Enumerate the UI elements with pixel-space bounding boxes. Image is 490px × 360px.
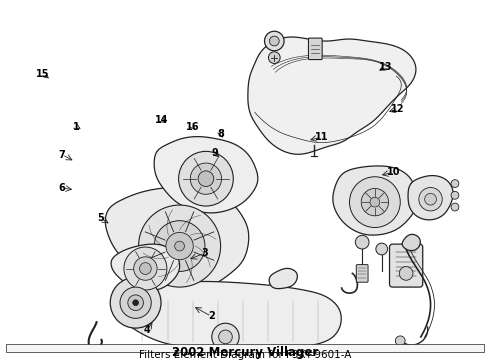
Text: 3: 3	[201, 248, 208, 258]
Circle shape	[370, 197, 380, 207]
Text: Filters Element Diagram for F3XY-9601-A: Filters Element Diagram for F3XY-9601-A	[139, 350, 351, 360]
Circle shape	[133, 300, 139, 306]
Circle shape	[190, 163, 221, 194]
Text: 1: 1	[73, 122, 80, 131]
Circle shape	[175, 241, 184, 251]
Polygon shape	[402, 234, 420, 251]
Circle shape	[451, 180, 459, 188]
Text: 4: 4	[144, 325, 150, 336]
Circle shape	[376, 243, 388, 255]
Text: 2: 2	[208, 311, 215, 321]
Text: 6: 6	[59, 183, 66, 193]
Circle shape	[128, 295, 144, 311]
Polygon shape	[154, 136, 258, 213]
Text: 9: 9	[212, 148, 219, 158]
Circle shape	[219, 330, 232, 344]
Circle shape	[178, 151, 233, 206]
Circle shape	[451, 203, 459, 211]
FancyBboxPatch shape	[356, 265, 368, 282]
Circle shape	[270, 36, 279, 46]
Circle shape	[419, 188, 442, 211]
Circle shape	[269, 52, 280, 63]
FancyBboxPatch shape	[390, 244, 423, 287]
Text: 5: 5	[97, 213, 104, 223]
Circle shape	[154, 221, 205, 271]
Circle shape	[425, 193, 437, 205]
Circle shape	[265, 31, 284, 51]
Circle shape	[395, 336, 405, 346]
Text: 8: 8	[218, 129, 224, 139]
Circle shape	[399, 267, 413, 280]
Circle shape	[349, 177, 400, 228]
FancyBboxPatch shape	[309, 38, 322, 59]
Polygon shape	[105, 188, 249, 289]
Circle shape	[120, 287, 151, 318]
Text: 12: 12	[392, 104, 405, 114]
Text: 14: 14	[154, 114, 168, 125]
Circle shape	[166, 233, 193, 260]
Text: 2002 Mercury Villager: 2002 Mercury Villager	[172, 346, 318, 359]
Polygon shape	[408, 176, 453, 220]
Polygon shape	[333, 166, 417, 235]
FancyBboxPatch shape	[6, 344, 484, 352]
Circle shape	[134, 257, 157, 280]
Polygon shape	[269, 269, 297, 289]
Circle shape	[140, 263, 151, 274]
Text: 7: 7	[59, 150, 66, 160]
Circle shape	[451, 192, 459, 199]
Circle shape	[355, 235, 369, 249]
Circle shape	[361, 189, 389, 216]
Polygon shape	[111, 244, 180, 291]
Circle shape	[139, 205, 220, 287]
Circle shape	[212, 323, 239, 351]
Text: 11: 11	[315, 132, 328, 142]
Text: 15: 15	[36, 69, 50, 79]
Polygon shape	[118, 282, 341, 349]
Text: 16: 16	[186, 122, 199, 131]
Text: 13: 13	[379, 62, 393, 72]
Circle shape	[124, 247, 167, 290]
Text: 10: 10	[387, 167, 400, 177]
Circle shape	[198, 171, 214, 186]
Circle shape	[110, 277, 161, 328]
Polygon shape	[248, 37, 416, 154]
